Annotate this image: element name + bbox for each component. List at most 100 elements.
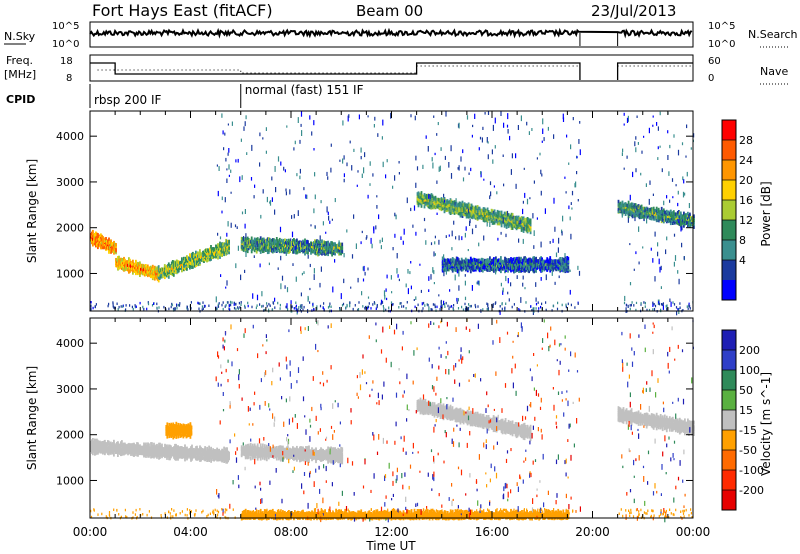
echo-cell [636, 206, 639, 211]
echo-cell [515, 266, 517, 270]
echo-cell [204, 257, 206, 262]
noise-cell [215, 296, 217, 303]
echo-cell [543, 267, 546, 272]
echo-cell [464, 257, 467, 262]
echo-cell [520, 223, 523, 227]
echo-cell [276, 239, 279, 243]
noise-cell [230, 222, 232, 228]
echo-cell [115, 247, 117, 252]
noise-cell [535, 282, 537, 287]
echo-cell [259, 236, 262, 240]
echo-cell [248, 242, 251, 247]
echo-cell [636, 211, 639, 216]
echo-cell [184, 457, 186, 462]
echo-cell [673, 212, 676, 216]
echo-cell [667, 219, 670, 224]
echo-cell [502, 263, 504, 267]
echo-cell [481, 209, 484, 214]
noise-cell [483, 178, 485, 181]
echo-cell [149, 271, 152, 276]
echo-cell [170, 452, 172, 456]
echo-cell [102, 239, 104, 243]
echo-cell [217, 451, 219, 456]
noise-cell [363, 265, 365, 272]
echo-cell [97, 439, 99, 444]
echo-cell [92, 241, 94, 245]
noise-cell [547, 126, 549, 131]
noise-cell [262, 137, 264, 140]
echo-cell [519, 223, 522, 227]
echo-cell [478, 210, 481, 214]
echo-cell [620, 208, 623, 212]
echo-cell [469, 208, 472, 213]
echo-cell [223, 250, 225, 254]
ground-cell [227, 301, 229, 304]
echo-cell [546, 268, 549, 272]
noise-cell [303, 187, 305, 191]
noise-cell [306, 240, 308, 245]
echo-cell [490, 211, 493, 215]
ground-cell [309, 301, 311, 304]
ground-cell [449, 305, 451, 309]
noise-cell [385, 288, 387, 292]
echo-cell [550, 265, 553, 270]
echo-cell [299, 247, 301, 251]
echo-cell [676, 217, 679, 222]
echo-cell [246, 249, 249, 254]
echo-cell [638, 212, 641, 216]
echo-cell [451, 257, 454, 261]
echo-cell [339, 246, 341, 250]
echo-cell [329, 244, 331, 249]
echo-cell [106, 442, 108, 446]
echo-cell [94, 438, 96, 442]
echo-cell [521, 262, 523, 267]
echo-cell [136, 442, 138, 446]
echo-cell [651, 208, 654, 213]
echo-cell [458, 201, 461, 205]
echo-cell [105, 246, 107, 250]
echo-cell [472, 264, 475, 268]
echo-cell [466, 267, 469, 271]
echo-cell [419, 201, 422, 206]
echo-cell [93, 443, 95, 448]
ground-cell [630, 303, 632, 307]
noise-cell [367, 296, 370, 299]
echo-cell [492, 210, 495, 215]
noise-cell [309, 263, 311, 268]
noise-cell [251, 144, 253, 151]
noise-cell [540, 169, 542, 175]
echo-cell [472, 261, 475, 265]
echo-cell [211, 456, 213, 460]
echo-cell [134, 448, 136, 452]
echo-cell [94, 446, 96, 451]
ground-cell [255, 306, 257, 310]
noise-cell [439, 308, 441, 311]
echo-cell [142, 448, 144, 452]
echo-cell [190, 451, 192, 456]
y-tick-label: 2000 [56, 222, 84, 235]
echo-cell [251, 247, 254, 251]
echo-cell [421, 194, 424, 198]
echo-cell [464, 267, 467, 272]
echo-cell [539, 257, 541, 261]
echo-cell [475, 214, 478, 219]
noise-cell [256, 241, 259, 248]
echo-cell [156, 448, 158, 453]
echo-cell [156, 274, 159, 279]
echo-cell [521, 216, 524, 221]
echo-cell [322, 247, 324, 252]
noise-cell [517, 125, 519, 130]
echo-cell [660, 214, 663, 218]
echo-cell [663, 210, 666, 214]
echo-cell [668, 214, 671, 219]
echo-cell [111, 246, 113, 251]
echo-cell [195, 252, 197, 257]
echo-cell [320, 246, 322, 251]
echo-cell [90, 448, 92, 452]
echo-cell [330, 247, 332, 252]
echo-cell [477, 267, 480, 272]
echo-cell [517, 223, 520, 227]
echo-cell [159, 275, 162, 279]
echo-cell [206, 450, 208, 455]
noise-cell [370, 237, 372, 244]
